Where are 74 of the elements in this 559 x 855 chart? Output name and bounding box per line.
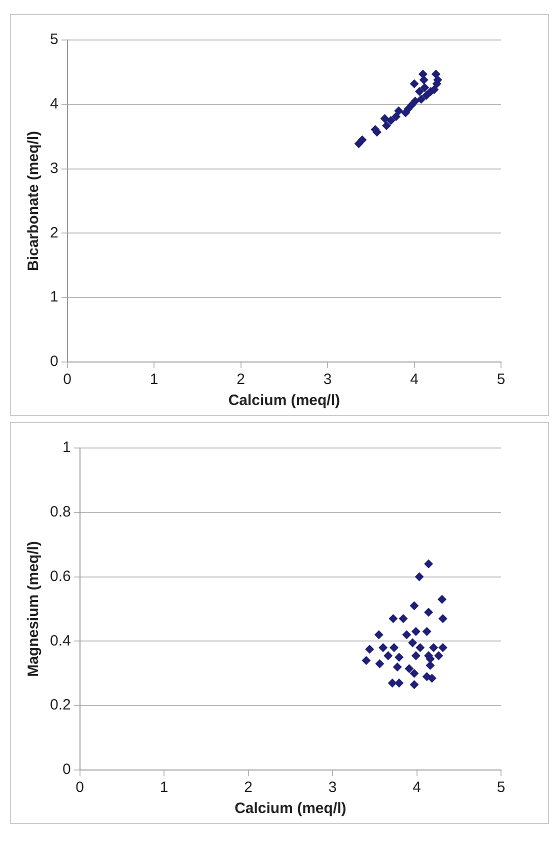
x-tick-label: 3 (328, 779, 337, 796)
x-tick-label: 1 (150, 371, 158, 388)
point (375, 659, 384, 668)
point (432, 70, 440, 78)
point (358, 136, 367, 144)
point (422, 627, 432, 636)
point (394, 678, 404, 688)
point (380, 114, 390, 123)
y-tick-label: 0 (50, 353, 58, 370)
y-tick-label: 4 (50, 96, 58, 113)
point (420, 76, 428, 84)
point (422, 91, 431, 100)
point (402, 630, 411, 640)
point (426, 661, 435, 670)
x-tick-label: 3 (323, 371, 332, 388)
y-tick-label: 0 (62, 761, 71, 778)
point (392, 112, 400, 121)
point (384, 651, 392, 660)
point (434, 651, 443, 660)
point (420, 83, 429, 92)
point (429, 643, 438, 652)
point (416, 643, 424, 652)
point (382, 121, 391, 130)
y-tick-label: 0.8 (50, 504, 71, 521)
y-tick-label: 1 (62, 439, 71, 456)
point (416, 94, 426, 104)
x-tick-label: 0 (76, 779, 84, 796)
x-tick-label: 2 (244, 779, 252, 796)
x-axis-title: Calcium (meq/l) (234, 800, 346, 818)
point (410, 680, 419, 689)
point (394, 106, 403, 116)
point (408, 638, 417, 648)
point (388, 678, 397, 688)
point (390, 643, 398, 652)
x-axis-title: Calcium (meq/l) (228, 392, 340, 410)
point (365, 644, 374, 654)
y-tick-label: 0.6 (50, 568, 71, 585)
point (394, 653, 404, 662)
x-tick-label: 2 (236, 371, 245, 388)
point (424, 560, 433, 568)
point (410, 79, 419, 88)
x-tick-label: 5 (496, 371, 506, 388)
point (386, 116, 396, 125)
y-tick-label: 0.2 (50, 696, 71, 714)
point (415, 572, 424, 582)
y-tick-label: 3 (50, 160, 58, 177)
point (410, 669, 419, 678)
point (388, 614, 398, 623)
point (438, 595, 446, 604)
y-tick-label: 1 (50, 288, 58, 306)
point (398, 614, 408, 623)
point (438, 614, 448, 623)
point (412, 627, 420, 636)
point (424, 608, 433, 617)
point (412, 651, 420, 660)
x-tick-label: 1 (160, 779, 168, 796)
point (378, 643, 388, 652)
point (362, 656, 371, 665)
x-tick-label: 4 (410, 371, 418, 388)
x-tick-label: 4 (412, 779, 421, 796)
x-tick-label: 5 (496, 779, 506, 796)
point (438, 643, 448, 652)
y-tick-label: 5 (50, 31, 58, 48)
point (393, 662, 402, 672)
point (410, 601, 419, 610)
point (410, 96, 420, 106)
point (374, 630, 384, 640)
y-axis-title: Magnesium (meq/l) (25, 541, 42, 677)
point (428, 674, 436, 683)
y-tick-label: 0.4 (50, 632, 71, 650)
y-axis-title: Bicarbonate (meq/l) (25, 130, 42, 272)
y-tick-label: 2 (50, 224, 58, 242)
point (404, 664, 414, 673)
point (415, 87, 424, 96)
